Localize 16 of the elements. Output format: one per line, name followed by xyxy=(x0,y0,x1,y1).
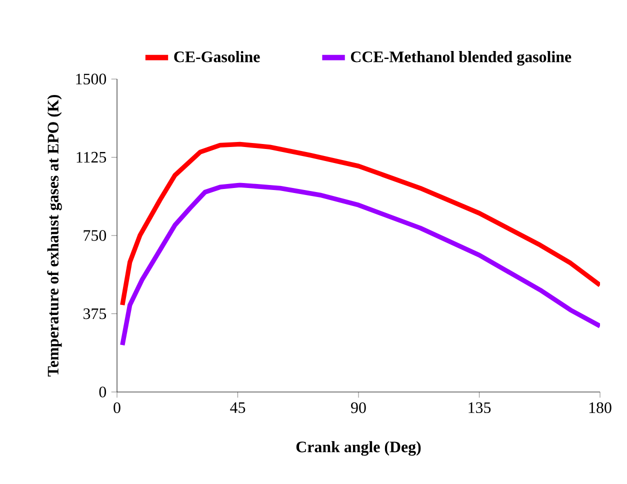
legend-label: CCE-Methanol blended gasoline xyxy=(350,51,572,66)
x-tick-label: 0 xyxy=(114,402,120,414)
y-axis-title: Temperature of exhaust gases at EPO (K) xyxy=(47,95,62,377)
legend-label: CE-Gasoline xyxy=(174,51,260,62)
line-series xyxy=(120,142,600,308)
y-tick-label: 0 xyxy=(99,386,106,398)
x-tick-label: 45 xyxy=(230,402,246,413)
y-tick-label: 375 xyxy=(84,308,106,320)
x-tick-label: 135 xyxy=(468,402,491,414)
x-axis-title: Crank angle (Deg) xyxy=(296,441,421,456)
y-tick-label: 1500 xyxy=(76,74,106,84)
y-tick-label: 750 xyxy=(84,230,106,241)
y-tick-label: 1125 xyxy=(76,152,106,163)
x-tick-label: 90 xyxy=(351,402,366,414)
line-series xyxy=(120,182,600,348)
x-tick-label: 180 xyxy=(589,402,612,414)
